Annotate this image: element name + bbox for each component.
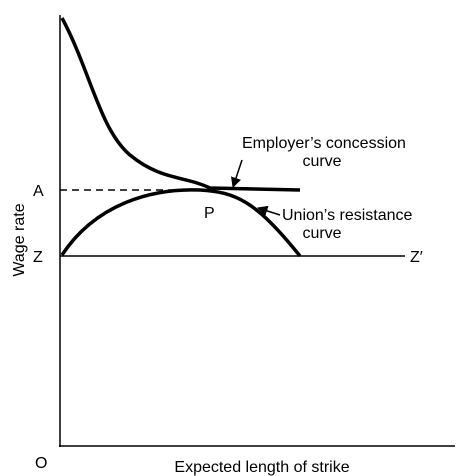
employer-concession-curve bbox=[60, 17, 301, 192]
employer-label: Employer’s concession bbox=[242, 135, 406, 152]
employer-arrow bbox=[231, 159, 243, 188]
origin-label: O bbox=[35, 455, 47, 472]
point-label: A bbox=[33, 183, 44, 200]
x-axis-label: Expected length of strike bbox=[174, 459, 349, 476]
union-resistance-curve bbox=[60, 188, 302, 258]
union-label: curve bbox=[302, 225, 341, 242]
point-label: P bbox=[204, 205, 215, 222]
point-label: Z bbox=[33, 249, 43, 266]
point-label: Z′ bbox=[410, 249, 423, 266]
union-label: Union’s resistance bbox=[282, 207, 413, 224]
union-arrow bbox=[256, 205, 281, 216]
y-axis-label: Wage rate bbox=[11, 203, 28, 276]
employer-label: curve bbox=[302, 153, 341, 170]
